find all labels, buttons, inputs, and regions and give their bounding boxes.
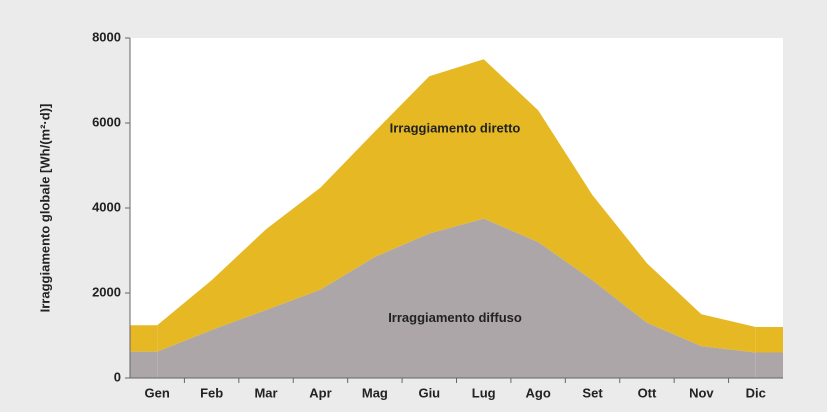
x-tick-label: Gen	[145, 385, 170, 400]
area-edge	[130, 325, 158, 352]
x-tick-label: Dic	[746, 385, 766, 400]
x-tick-label: Lug	[472, 385, 496, 400]
area-edge	[755, 327, 783, 353]
area-edge	[130, 351, 158, 378]
area-edge	[755, 352, 783, 378]
x-tick-label: Ott	[638, 385, 657, 400]
x-tick-label: Mag	[362, 385, 388, 400]
x-tick-label: Giu	[418, 385, 440, 400]
y-tick-label: 4000	[92, 199, 121, 214]
y-tick-label: 0	[114, 369, 121, 384]
x-tick-label: Set	[582, 385, 603, 400]
x-tick-label: Ago	[525, 385, 550, 400]
x-tick-label: Nov	[689, 385, 714, 400]
series-label: Irraggiamento diretto	[390, 120, 521, 135]
area	[157, 218, 756, 378]
x-tick-label: Apr	[309, 385, 331, 400]
x-tick-label: Feb	[200, 385, 223, 400]
series-label: Irraggiamento diffuso	[388, 310, 522, 325]
y-axis-label: Irraggiamento globale [Wh/(m²·d)]	[37, 104, 52, 313]
y-tick-label: 8000	[92, 29, 121, 44]
y-tick-label: 6000	[92, 114, 121, 129]
area	[157, 59, 756, 353]
y-tick-label: 2000	[92, 284, 121, 299]
x-tick-label: Mar	[254, 385, 277, 400]
